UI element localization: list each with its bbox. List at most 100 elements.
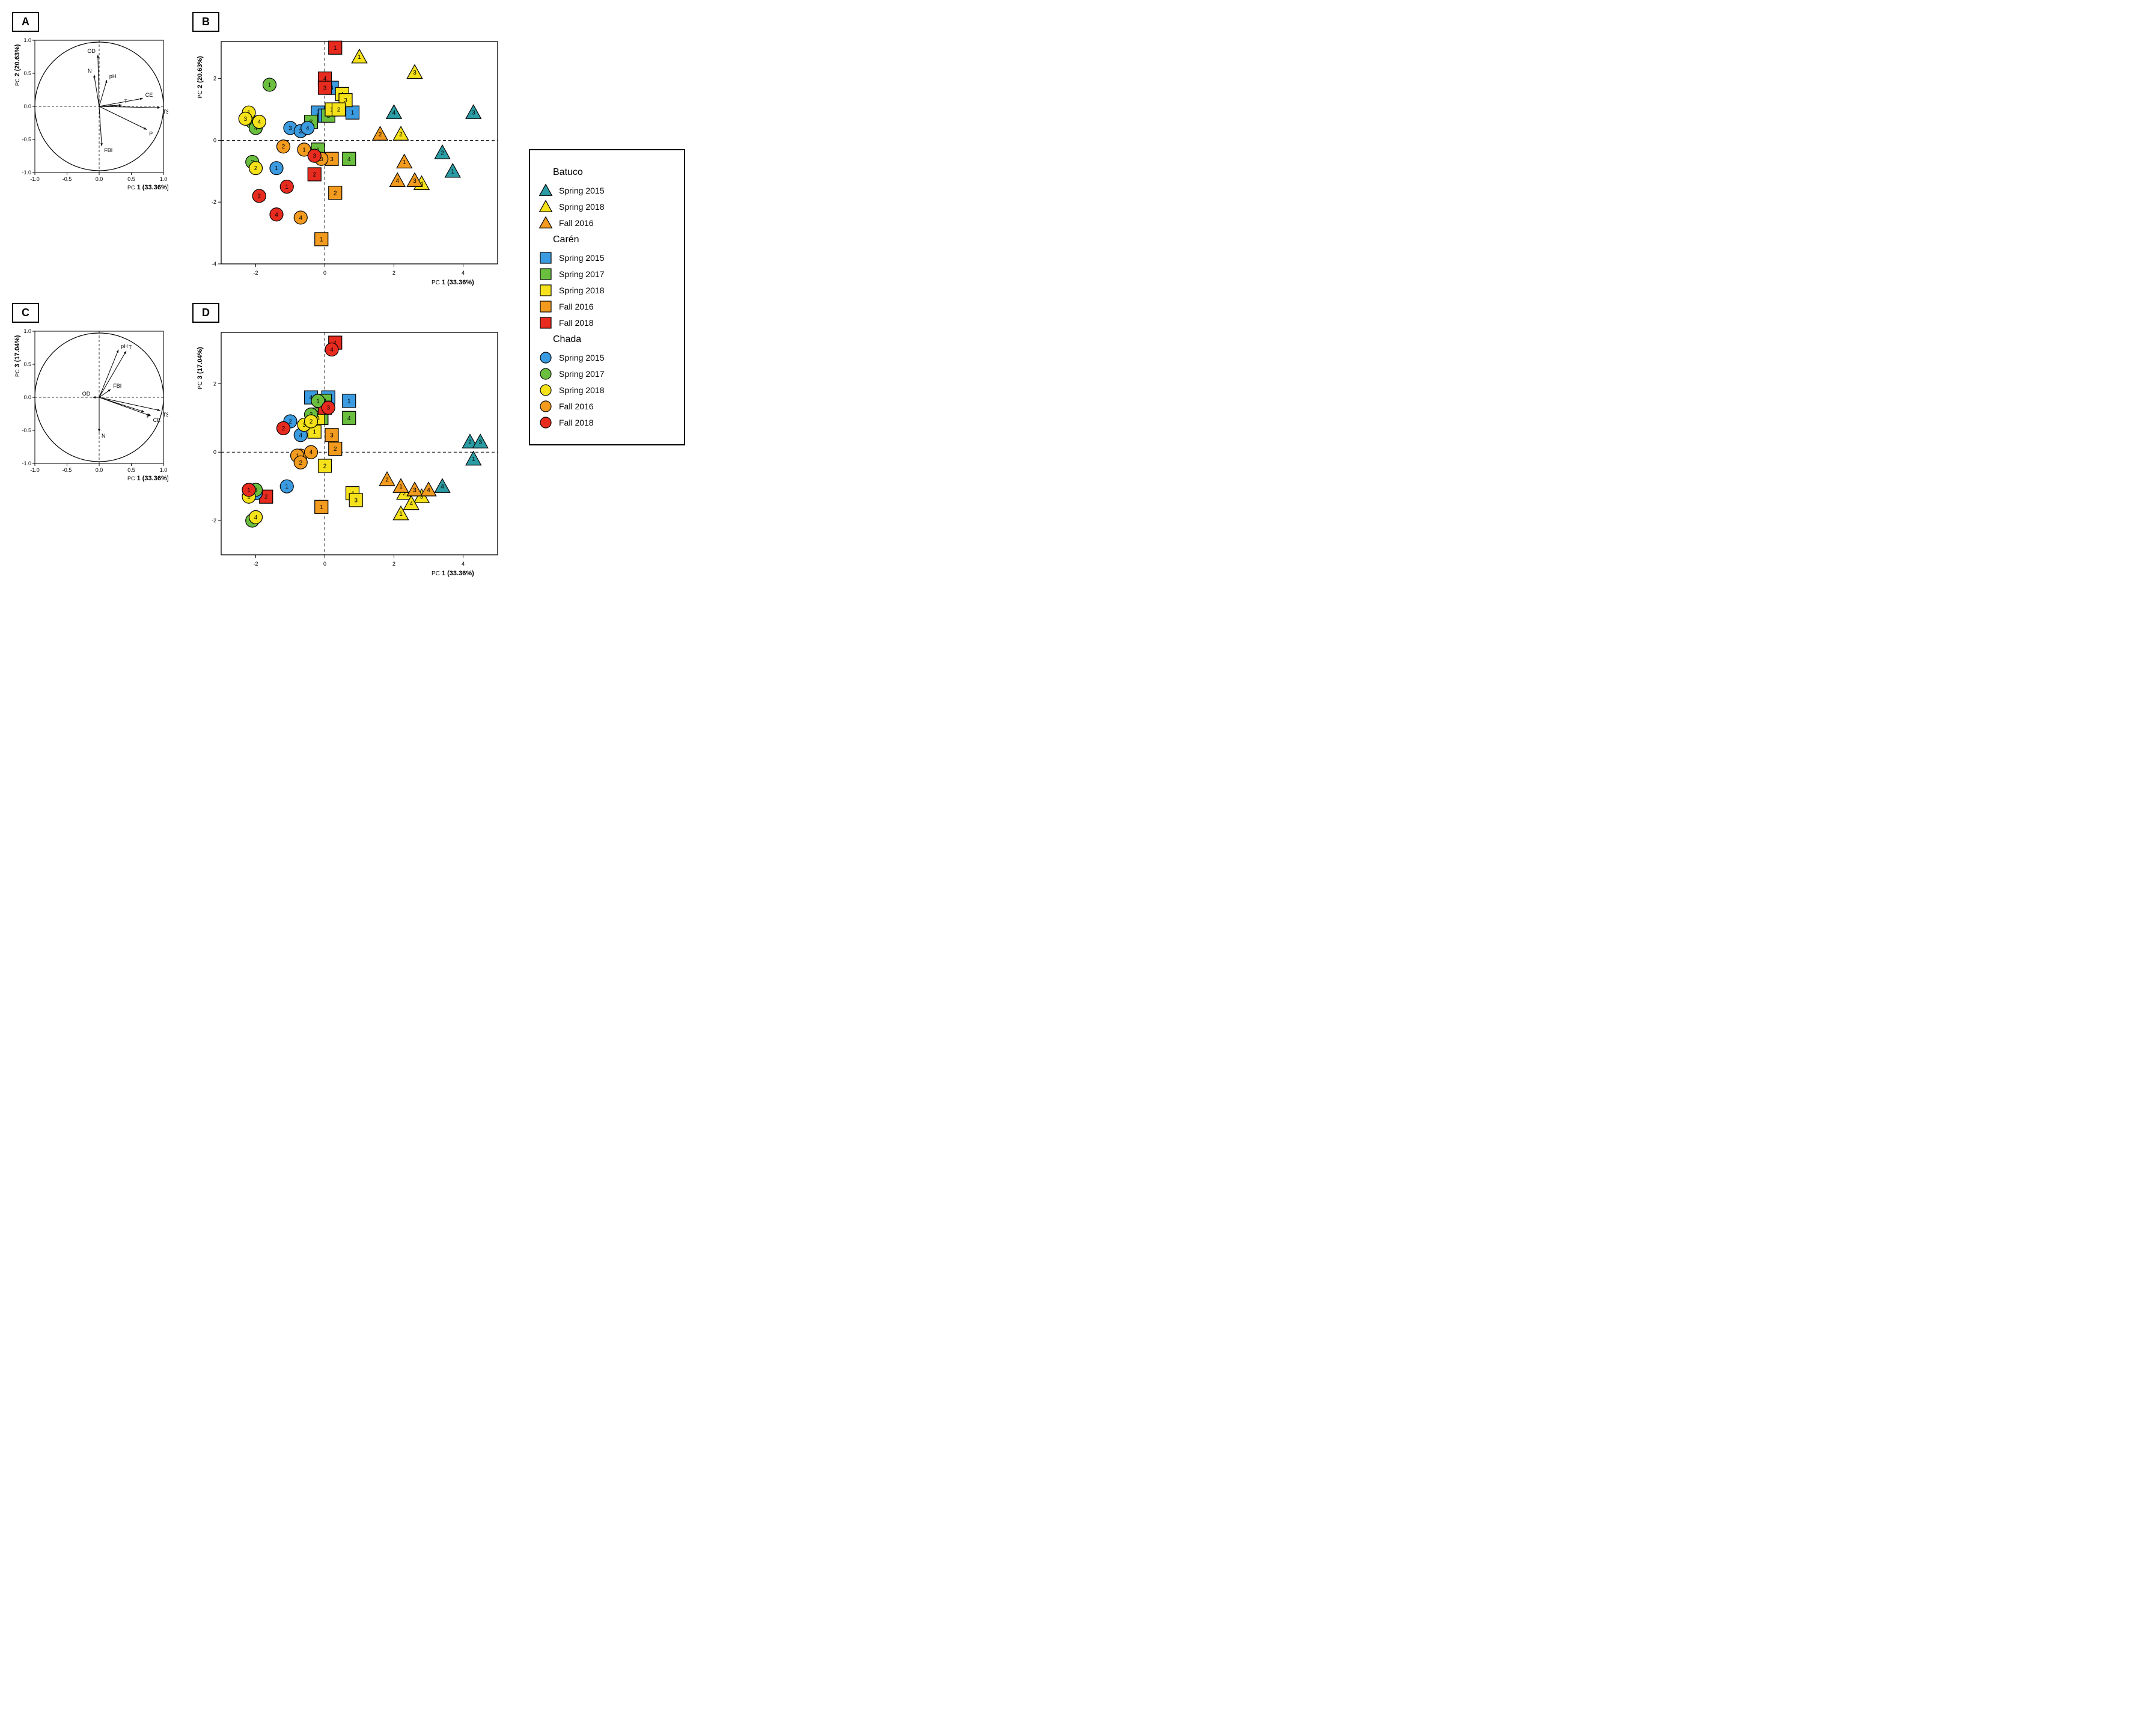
- legend-item-label: Spring 2018: [559, 202, 605, 212]
- svg-text:-2: -2: [253, 270, 258, 276]
- svg-text:1.0: 1.0: [160, 176, 168, 182]
- legend-item-label: Spring 2017: [559, 369, 605, 379]
- svg-text:0.5: 0.5: [23, 70, 31, 76]
- legend-item: Spring 2015: [539, 351, 676, 364]
- svg-text:0.0: 0.0: [23, 394, 31, 400]
- svg-text:P: P: [149, 131, 153, 137]
- svg-text:-1.0: -1.0: [22, 460, 31, 466]
- legend-item: Spring 2018: [539, 384, 676, 397]
- svg-text:0.5: 0.5: [23, 361, 31, 367]
- legend-item-label: Spring 2017: [559, 269, 605, 279]
- panel-label-C: C: [12, 303, 39, 323]
- svg-text:-1.0: -1.0: [30, 176, 40, 182]
- svg-text:OD: OD: [82, 391, 91, 397]
- svg-text:2: 2: [213, 381, 216, 387]
- svg-text:CE: CE: [145, 92, 153, 98]
- legend-item: Fall 2018: [539, 416, 676, 429]
- scatter-D: -2024-2022314234121344213421431423321132…: [192, 326, 517, 582]
- svg-text:-0.5: -0.5: [22, 136, 31, 142]
- legend-item-label: Fall 2016: [559, 218, 594, 228]
- svg-text:PC 2 (20.63%): PC 2 (20.63%): [197, 56, 204, 99]
- svg-text:pH: pH: [121, 343, 128, 349]
- legend-group-title: Carén: [553, 234, 676, 245]
- legend-item: Spring 2017: [539, 267, 676, 281]
- svg-text:PC 1 (33.36%): PC 1 (33.36%): [432, 570, 474, 577]
- svg-text:-1.0: -1.0: [22, 170, 31, 176]
- legend-group-title: Chada: [553, 334, 676, 345]
- legend-item: Spring 2015: [539, 184, 676, 197]
- legend-item-label: Fall 2018: [559, 418, 594, 427]
- svg-text:pH: pH: [109, 73, 117, 79]
- panel-label-A: A: [12, 12, 39, 32]
- legend-item: Fall 2016: [539, 400, 676, 413]
- legend-item: Fall 2016: [539, 216, 676, 230]
- svg-text:0.0: 0.0: [96, 176, 103, 182]
- svg-text:0.0: 0.0: [96, 467, 103, 473]
- legend-item-label: Spring 2015: [559, 186, 605, 195]
- svg-text:0: 0: [213, 137, 216, 143]
- svg-text:0.5: 0.5: [127, 467, 135, 473]
- panel-label-D: D: [192, 303, 219, 323]
- svg-text:N: N: [88, 68, 92, 74]
- svg-text:PC 1 (33.36%): PC 1 (33.36%): [432, 279, 474, 286]
- legend-item-label: Fall 2016: [559, 402, 594, 411]
- legend-item: Fall 2018: [539, 316, 676, 329]
- legend-item: Spring 2015: [539, 251, 676, 264]
- svg-text:PC 1 (33.36%): PC 1 (33.36%): [127, 184, 168, 191]
- svg-text:4: 4: [462, 561, 465, 567]
- legend-item: Spring 2018: [539, 200, 676, 213]
- legend-box: Batuco Spring 2015 Spring 2018 Fall 2016 Car…: [529, 149, 685, 445]
- legend-item-label: Fall 2016: [559, 302, 594, 311]
- legend-group-title: Batuco: [553, 167, 676, 178]
- svg-text:PC 3 (17.04%): PC 3 (17.04%): [197, 347, 204, 390]
- svg-text:0: 0: [323, 561, 326, 567]
- svg-text:4: 4: [462, 270, 465, 276]
- svg-text:0.0: 0.0: [23, 103, 31, 109]
- svg-text:-2: -2: [253, 561, 258, 567]
- svg-text:PC 1 (33.36%): PC 1 (33.36%): [127, 475, 168, 482]
- svg-text:0: 0: [213, 449, 216, 455]
- panel-A-wrap: A ODNpHTCETSSPFBI-1.0-0.50.00.51.0-1.0-0…: [12, 12, 180, 291]
- svg-text:FBI: FBI: [113, 383, 121, 389]
- legend-item-label: Spring 2015: [559, 353, 605, 362]
- svg-text:TSS: TSS: [163, 109, 168, 115]
- biplot-A: ODNpHTCETSSPFBI-1.0-0.50.00.51.0-1.0-0.5…: [12, 35, 180, 195]
- svg-text:-1.0: -1.0: [30, 467, 40, 473]
- svg-text:1.0: 1.0: [23, 328, 31, 334]
- svg-text:1.0: 1.0: [160, 467, 168, 473]
- svg-text:N: N: [102, 433, 106, 439]
- svg-text:-4: -4: [212, 261, 216, 267]
- biplot-C: pHTFBIODPTSSCEN-1.0-0.50.00.51.0-1.0-0.5…: [12, 326, 180, 486]
- svg-text:PC 2 (20.63%): PC 2 (20.63%): [14, 44, 21, 86]
- svg-text:1.0: 1.0: [23, 37, 31, 43]
- legend-item-label: Spring 2018: [559, 385, 605, 395]
- legend-item-label: Fall 2018: [559, 318, 594, 328]
- panel-D-wrap: D -2024-20223142341213442134214314233211…: [192, 303, 517, 582]
- svg-text:2: 2: [213, 76, 216, 82]
- svg-text:PC 3 (17.04%): PC 3 (17.04%): [14, 335, 21, 377]
- svg-text:-2: -2: [212, 518, 216, 524]
- svg-text:2: 2: [392, 561, 395, 567]
- panel-C-wrap: C pHTFBIODPTSSCEN-1.0-0.50.00.51.0-1.0-0…: [12, 303, 180, 582]
- svg-text:T: T: [129, 344, 132, 350]
- scatter-B: -2024-4-20243211324214342313214431232114…: [192, 35, 517, 291]
- svg-text:0.5: 0.5: [127, 176, 135, 182]
- panel-label-B: B: [192, 12, 219, 32]
- svg-text:-0.5: -0.5: [63, 176, 72, 182]
- legend-item: Fall 2016: [539, 300, 676, 313]
- svg-text:CE: CE: [153, 417, 161, 423]
- legend-item: Spring 2018: [539, 284, 676, 297]
- panel-B-wrap: B -2024-4-202432113242143423132144312321…: [192, 12, 517, 291]
- legend-item: Spring 2017: [539, 367, 676, 381]
- svg-text:-0.5: -0.5: [22, 427, 31, 433]
- svg-text:0: 0: [323, 270, 326, 276]
- figure-grid: A ODNpHTCETSSPFBI-1.0-0.50.00.51.0-1.0-0…: [12, 12, 685, 582]
- legend-item-label: Spring 2015: [559, 253, 605, 263]
- legend-item-label: Spring 2018: [559, 286, 605, 295]
- svg-text:-2: -2: [212, 199, 216, 205]
- svg-text:TSS: TSS: [163, 412, 168, 418]
- svg-text:-0.5: -0.5: [63, 467, 72, 473]
- svg-text:FBI: FBI: [104, 147, 112, 153]
- svg-text:2: 2: [392, 270, 395, 276]
- svg-text:OD: OD: [87, 48, 96, 54]
